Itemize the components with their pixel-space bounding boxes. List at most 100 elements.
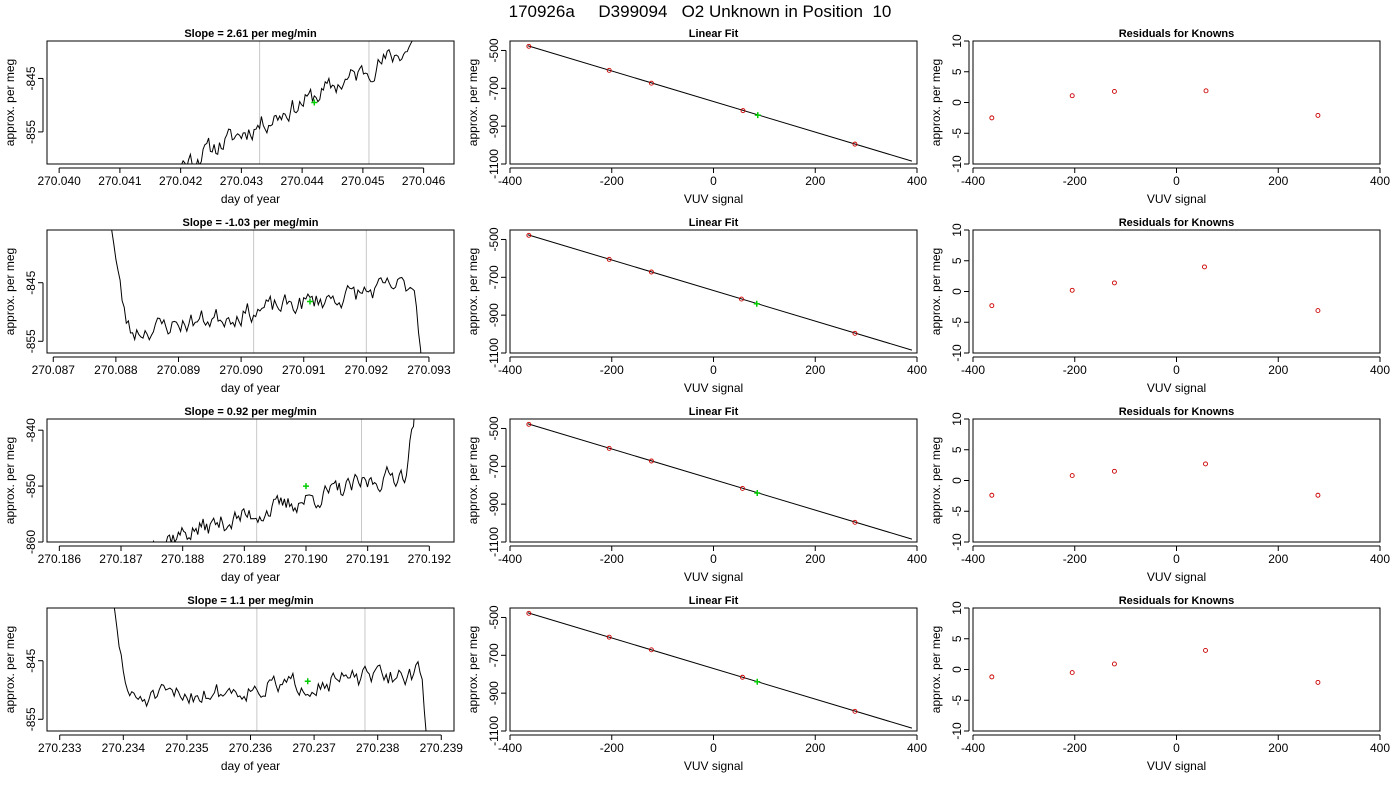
plot-data xyxy=(526,421,913,540)
x-tick-label: -400 xyxy=(961,174,985,188)
panel-title: Slope = 0.92 per meg/min xyxy=(184,406,317,418)
x-tick-label: 270.089 xyxy=(157,363,201,377)
y-tick-label: 0 xyxy=(950,477,964,484)
panel-title: Residuals for Knowns xyxy=(1119,28,1235,40)
unknown-point xyxy=(311,99,318,106)
y-tick-label: -700 xyxy=(487,76,501,100)
x-tick-label: 270.188 xyxy=(161,552,205,566)
panel-title: Linear Fit xyxy=(689,406,739,418)
known-point xyxy=(852,330,858,336)
plot-data xyxy=(526,232,913,351)
plot-frame xyxy=(972,607,1381,732)
x-tick-label: 270.191 xyxy=(346,552,390,566)
y-tick-label: -700 xyxy=(487,643,501,667)
panel-linear-fit-row-2: Linear Fit -400 -200 0 200 400 VUV signal -500 -… xyxy=(466,217,927,395)
y-tick-label: 5 xyxy=(950,635,964,642)
plot-frame xyxy=(509,40,918,165)
x-tick-label: -200 xyxy=(600,741,624,755)
fit-line xyxy=(527,423,913,540)
x-tick-label: -200 xyxy=(600,363,624,377)
x-tick-label: 200 xyxy=(1268,174,1288,188)
y-tick-label: -500 xyxy=(487,38,501,62)
unknown-point xyxy=(303,483,309,490)
x-tick-label: 0 xyxy=(1173,174,1180,188)
y-tick-label: 5 xyxy=(950,68,964,75)
known-point xyxy=(1069,287,1075,293)
x-axis-label: VUV signal xyxy=(684,759,743,773)
plot-frame xyxy=(972,40,1381,165)
x-tick-label: 270.088 xyxy=(94,363,138,377)
x-tick-label: -200 xyxy=(1063,363,1087,377)
y-tick-label: 10 xyxy=(950,223,964,237)
x-tick-label: 270.093 xyxy=(407,363,451,377)
x-tick-label: 270.187 xyxy=(99,552,143,566)
x-tick-label: 0 xyxy=(710,363,717,377)
plot-frame xyxy=(972,418,1381,543)
x-tick-label: 0 xyxy=(710,174,717,188)
x-tick-label: 400 xyxy=(907,363,927,377)
known-point xyxy=(740,674,745,680)
panel-timeseries-row-4: Slope = 1.1 per meg/min 270.233 270.234 270… xyxy=(3,595,463,773)
plot-frame xyxy=(46,229,455,354)
plot-data xyxy=(526,43,913,162)
plot-data xyxy=(989,647,1321,685)
panel-residuals-row-2: Residuals for Knowns -400 -200 0 200 400 VUV s… xyxy=(929,217,1390,395)
y-tick-label: -855 xyxy=(24,329,38,353)
y-tick-label: -500 xyxy=(487,227,501,251)
panel-residuals-row-4: Residuals for Knowns -400 -200 0 200 400 VUV s… xyxy=(929,595,1390,773)
y-tick-label: -860 xyxy=(24,530,38,554)
y-tick-label: -10 xyxy=(950,155,964,173)
x-tick-label: -200 xyxy=(1063,741,1087,755)
x-tick-label: 200 xyxy=(1268,741,1288,755)
plot-data xyxy=(526,610,913,729)
y-axis-label: approx. per meg xyxy=(3,59,17,146)
y-tick-label: -5 xyxy=(950,506,964,517)
x-tick-label: -200 xyxy=(600,552,624,566)
unknown-point xyxy=(753,300,760,307)
known-point xyxy=(526,232,532,238)
known-point xyxy=(740,108,746,114)
known-point xyxy=(648,458,654,464)
y-tick-label: 5 xyxy=(950,257,964,264)
x-tick-label: -400 xyxy=(961,552,985,566)
x-tick-label: 270.238 xyxy=(356,741,400,755)
known-point xyxy=(526,610,532,616)
x-tick-label: -200 xyxy=(1063,174,1087,188)
x-tick-label: 270.091 xyxy=(282,363,326,377)
panel-timeseries-row-3: Slope = 0.92 per meg/min 270.186 270.187 27… xyxy=(3,406,455,584)
x-tick-label: 400 xyxy=(1370,741,1390,755)
x-tick-label: 270.044 xyxy=(280,174,324,188)
y-tick-label: -10 xyxy=(950,344,964,362)
panel-timeseries-row-2: Slope = -1.03 per meg/min 270.087 270.088 2… xyxy=(3,217,455,395)
x-tick-label: 0 xyxy=(710,741,717,755)
known-point xyxy=(1069,93,1075,99)
y-axis-label: approx. per meg xyxy=(3,248,17,335)
panel-title: Slope = 1.1 per meg/min xyxy=(187,595,314,607)
fit-line xyxy=(527,45,913,162)
panel-title: Slope = 2.61 per meg/min xyxy=(184,28,317,40)
x-tick-label: 270.233 xyxy=(38,741,82,755)
unknown-point xyxy=(304,678,311,685)
known-point xyxy=(1111,88,1117,94)
x-axis-label: day of year xyxy=(221,192,280,206)
panel-linear-fit-row-1: Linear Fit -400 -200 0 200 400 VUV signal -500 -… xyxy=(466,28,927,206)
unknown-point xyxy=(754,112,761,119)
known-point xyxy=(852,519,858,525)
x-tick-label: -400 xyxy=(498,741,522,755)
y-tick-label: -845 xyxy=(24,66,38,90)
known-point xyxy=(989,303,995,309)
x-tick-label: 200 xyxy=(805,741,825,755)
known-point xyxy=(739,296,744,302)
y-tick-label: -500 xyxy=(487,605,501,629)
known-point xyxy=(648,269,654,275)
panel-title: Residuals for Knowns xyxy=(1119,406,1235,418)
known-point xyxy=(852,708,858,714)
y-axis-label: approx. per meg xyxy=(3,437,17,524)
known-point xyxy=(1315,112,1321,118)
plot-data xyxy=(989,264,1321,314)
unknown-point xyxy=(754,678,761,685)
x-tick-label: -400 xyxy=(961,741,985,755)
known-point xyxy=(1111,280,1117,286)
plot-frame xyxy=(972,229,1381,354)
x-axis-label: VUV signal xyxy=(684,192,743,206)
